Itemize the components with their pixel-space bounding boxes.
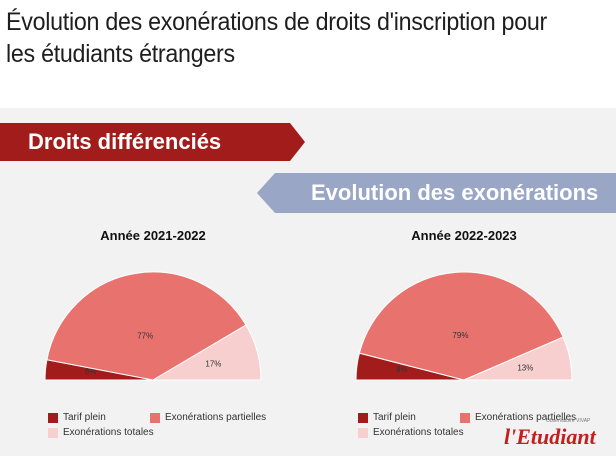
chart-1-legend: Tarif plein Exonérations partielles Exon… (48, 412, 288, 452)
pie-data-label-2-1: 8% (396, 365, 408, 374)
legend-label: Exonérations partielles (165, 412, 267, 423)
legend-label: Exonérations partielles (475, 412, 577, 423)
banner-blue-label: Evolution des exonérations (311, 180, 599, 205)
legend-label: Exonérations totales (63, 427, 154, 438)
legend-label: Exonérations totales (373, 427, 464, 438)
page-title: Évolution des exonérations de droits d'i… (6, 8, 547, 68)
banner-red-polygon (0, 123, 305, 161)
pie-slice-1-3 (151, 324, 262, 381)
letudiant-logo: l'Etudiant (504, 424, 596, 449)
banner-red-label: Droits différenciés (28, 129, 222, 154)
legend-item: Exonérations totales (358, 427, 464, 438)
legend-label: Tarif plein (63, 412, 106, 423)
half-pie-charts: 6% 77% 17% 8% 79% 13% (44, 271, 573, 381)
pie-slice-2-3 (463, 336, 573, 381)
legend-item: Exonérations partielles (150, 412, 266, 423)
legend-item: Exonérations partielles (460, 412, 576, 423)
droits-differencies-banner: Droits différenciés (0, 123, 305, 161)
pie-slice-2-2 (358, 271, 564, 381)
legend-swatch-exo-totales (48, 427, 58, 438)
banner-red-shape (0, 123, 305, 161)
chart-2-legend: Tarif plein Exonérations partielles Exon… (358, 412, 598, 452)
legend-swatch-exo-partielles (460, 412, 470, 423)
legend-item: Exonérations totales (48, 427, 154, 438)
pie-slice-1-2 (46, 271, 247, 381)
logo-tagline: Observatoire VIVAP (546, 418, 591, 424)
pie-data-label-1-2: 77% (137, 331, 153, 340)
legend-item: Tarif plein (358, 412, 416, 423)
pie-data-label-2-2: 79% (452, 331, 468, 340)
pie-data-label-1-1: 6% (85, 367, 97, 376)
legend-swatch-exo-partielles (150, 412, 160, 423)
legend-swatch-exo-totales (358, 427, 368, 438)
pie-data-label-2-3: 13% (517, 363, 533, 372)
legend-label: Tarif plein (373, 412, 416, 423)
legend-item: Tarif plein (48, 412, 106, 423)
banner-blue-polygon (257, 173, 616, 213)
infographic-panel: Droits différenciés Evolution des exonér… (0, 108, 616, 456)
chart-2-title: Année 2022-2023 (411, 228, 517, 243)
banner-blue-shape (257, 173, 616, 213)
pie-data-label-1-3: 17% (205, 359, 221, 368)
evolution-banner: Evolution des exonérations (257, 173, 616, 213)
charts-area: Année 2021-2022 Année 2022-2023 6% 77% 17%… (0, 218, 616, 456)
legend-swatch-tarif-plein (48, 412, 58, 423)
legend-swatch-tarif-plein (358, 412, 368, 423)
chart-1-title: Année 2021-2022 (100, 228, 206, 243)
